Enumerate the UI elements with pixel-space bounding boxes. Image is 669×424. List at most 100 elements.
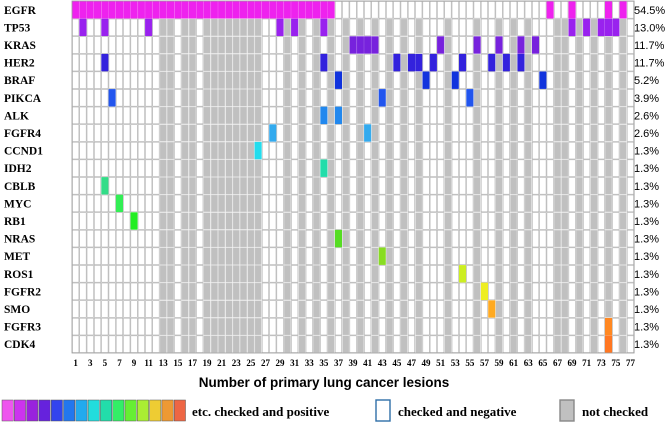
cell-kras-76-not-checked	[619, 36, 627, 54]
cell-idh2-73-negative	[597, 159, 605, 177]
cell-cblb-2-negative	[79, 177, 87, 195]
cell-myc-2-negative	[79, 194, 87, 213]
cell-pikca-50-negative	[429, 89, 437, 107]
cell-nras-71-negative	[583, 229, 591, 248]
cell-braf-17-not-checked	[188, 71, 196, 89]
cell-nras-76-not-checked	[619, 229, 627, 248]
cell-smo-7-negative	[115, 300, 123, 318]
cell-kras-21-not-checked	[218, 36, 226, 54]
cell-alk-58-negative	[488, 106, 496, 125]
cell-nras-53-negative	[451, 229, 459, 248]
cell-her2-66-negative	[546, 53, 554, 72]
cell-met-69-negative	[568, 247, 576, 265]
pct-label-fgfr4: 2.6%	[634, 128, 659, 140]
cell-nras-32-not-checked	[298, 229, 306, 248]
cell-her2-1-negative	[72, 53, 80, 72]
cell-tp53-72-not-checked	[590, 18, 598, 36]
cell-ros1-48-not-checked	[415, 265, 423, 283]
cell-met-51-negative	[437, 247, 445, 265]
cell-myc-75-negative	[612, 194, 620, 213]
cell-egfr-33-positive	[305, 1, 313, 19]
cell-pikca-66-negative	[546, 89, 554, 107]
pct-label-idh2: 1.3%	[634, 163, 659, 175]
cell-met-39-negative	[349, 247, 357, 265]
cell-cdk4-56-not-checked	[473, 335, 481, 353]
cell-idh2-61-not-checked	[510, 159, 518, 177]
cell-tp53-76-not-checked	[619, 18, 627, 36]
cell-cblb-31-negative	[291, 177, 299, 195]
cell-tp53-29-positive	[276, 18, 284, 37]
cell-ccnd1-68-not-checked	[561, 141, 569, 160]
cell-tp53-9-negative	[130, 18, 138, 37]
cell-met-15-negative	[174, 247, 182, 265]
cell-pikca-7-negative	[115, 89, 123, 107]
cell-her2-7-negative	[115, 53, 123, 72]
cell-her2-28-negative	[269, 53, 277, 72]
pct-label-myc: 1.3%	[634, 198, 659, 210]
cell-myc-59-not-checked	[495, 194, 503, 212]
cell-ccnd1-72-not-checked	[590, 141, 598, 160]
cell-fgfr3-63-not-checked	[524, 318, 532, 336]
cell-cdk4-32-not-checked	[298, 335, 306, 353]
cell-fgfr3-39-negative	[349, 317, 357, 336]
cell-braf-4-negative	[94, 71, 102, 89]
cell-fgfr2-48-not-checked	[415, 282, 423, 300]
cell-nras-33-negative	[305, 229, 313, 248]
cell-her2-12-negative	[152, 53, 160, 72]
cell-egfr-3-positive	[86, 1, 94, 19]
cell-ccnd1-56-not-checked	[473, 141, 481, 160]
cell-fgfr2-47-negative	[407, 282, 416, 301]
cell-smo-52-not-checked	[444, 300, 452, 318]
cell-pikca-25-not-checked	[247, 89, 255, 107]
cell-fgfr4-2-negative	[79, 124, 87, 142]
cell-smo-56-not-checked	[473, 300, 481, 318]
cell-ccnd1-27-negative	[261, 141, 270, 160]
cell-ccnd1-18-negative	[196, 141, 204, 160]
cell-idh2-51-negative	[437, 159, 445, 177]
cell-fgfr3-67-not-checked	[554, 318, 561, 336]
x-tick-73: 73	[597, 358, 607, 368]
x-tick-51: 51	[436, 358, 446, 368]
cell-rb1-41-negative	[364, 212, 372, 230]
cell-smo-72-not-checked	[590, 300, 598, 318]
cell-tp53-6-negative	[108, 18, 116, 37]
cell-met-77-negative	[626, 247, 635, 265]
cell-cblb-74-not-checked	[605, 177, 612, 195]
cell-pikca-34-not-checked	[313, 89, 320, 107]
legend-swatch-2	[14, 399, 26, 422]
cell-ccnd1-69-negative	[568, 141, 576, 160]
cell-met-8-negative	[123, 247, 131, 265]
cell-her2-16-not-checked	[181, 54, 189, 72]
cell-cdk4-35-negative	[320, 335, 328, 353]
cell-ros1-22-not-checked	[225, 265, 233, 283]
cell-braf-30-not-checked	[283, 71, 291, 89]
cell-met-68-not-checked	[561, 247, 569, 265]
cell-pikca-21-not-checked	[218, 89, 226, 107]
cell-egfr-45-negative	[393, 1, 401, 19]
cell-alk-28-negative	[269, 106, 277, 125]
cell-met-23-not-checked	[232, 247, 240, 265]
cell-ccnd1-74-not-checked	[605, 141, 612, 160]
cell-myc-66-negative	[546, 194, 554, 213]
cell-cdk4-19-not-checked	[203, 335, 211, 353]
cell-alk-32-not-checked	[298, 106, 306, 124]
cell-alk-48-not-checked	[415, 106, 423, 124]
cell-cdk4-6-negative	[108, 335, 116, 353]
cell-met-18-negative	[196, 247, 204, 265]
cell-cblb-25-not-checked	[247, 177, 255, 195]
cell-alk-59-not-checked	[495, 106, 503, 124]
cell-braf-5-negative	[101, 71, 109, 89]
x-tick-23: 23	[232, 358, 242, 368]
cell-alk-29-negative	[276, 106, 284, 125]
cell-nras-74-not-checked	[605, 229, 612, 248]
cell-ros1-16-not-checked	[181, 265, 189, 283]
cell-nras-68-not-checked	[561, 229, 569, 248]
cell-fgfr4-7-negative	[115, 124, 123, 142]
cell-smo-43-negative	[378, 300, 386, 318]
cell-cblb-43-negative	[378, 177, 386, 195]
cell-ros1-40-not-checked	[356, 265, 364, 283]
legend-swatch-12	[137, 399, 149, 422]
cell-ccnd1-62-negative	[517, 141, 525, 160]
cell-ros1-23-not-checked	[232, 265, 240, 283]
cell-pikca-32-not-checked	[298, 89, 306, 107]
